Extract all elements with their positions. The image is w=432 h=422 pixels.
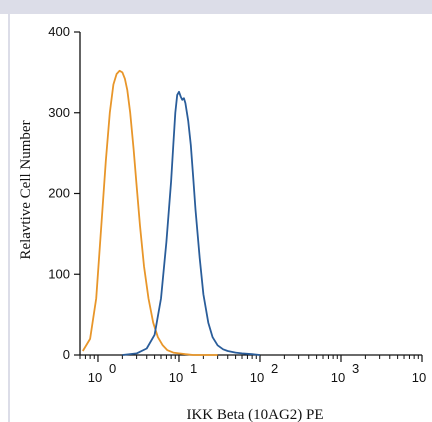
x-axis-title: IKK Beta (10AG2) PE [186,407,323,422]
series-layer [82,69,261,356]
y-tick-label: 400 [48,24,70,39]
axes: 0100200300400100101102103104 [48,24,426,385]
x-tick-exponent: 1 [190,361,197,376]
y-tick-label: 100 [48,266,70,281]
series-line-2 [122,90,261,356]
y-tick-label: 200 [48,186,70,201]
x-tick-label: 10 [331,370,345,385]
x-tick-exponent: 0 [109,361,116,376]
y-axis-title: Relavtive Cell Number [18,120,34,259]
y-tick-label: 300 [48,105,70,120]
x-tick-exponent: 3 [352,361,359,376]
x-tick-label: 10 [250,370,264,385]
y-tick-label: 0 [63,347,70,362]
series-line-1 [82,69,218,356]
window-left-edge [8,14,10,422]
x-tick-label: 10 [169,370,183,385]
x-tick-label: 10 [88,370,102,385]
x-tick-label: 10 [412,370,426,385]
window-top-strip [0,0,432,14]
x-tick-exponent: 2 [271,361,278,376]
